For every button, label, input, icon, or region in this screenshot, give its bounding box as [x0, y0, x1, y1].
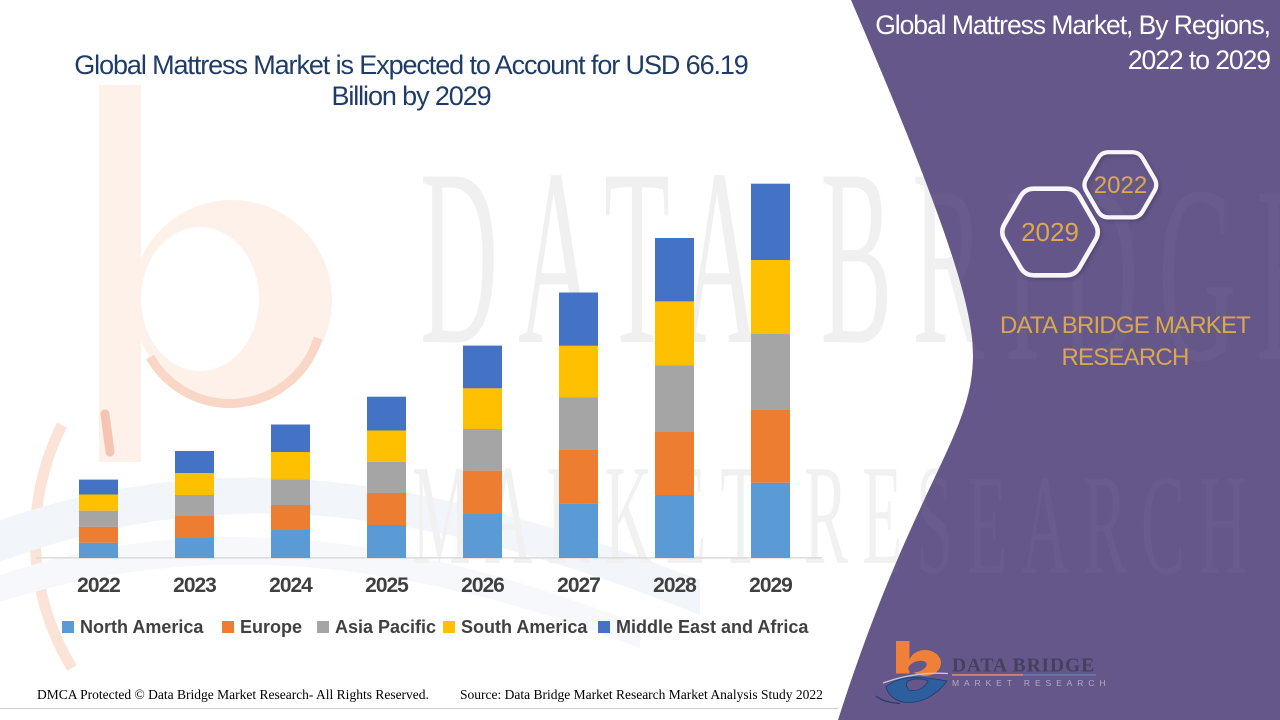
svg-text:2022: 2022	[1094, 172, 1147, 199]
svg-text:DATA BRIDGE: DATA BRIDGE	[952, 656, 1095, 677]
svg-text:MARKET RESEARCH: MARKET RESEARCH	[952, 678, 1110, 688]
svg-text:2029: 2029	[1021, 217, 1079, 247]
